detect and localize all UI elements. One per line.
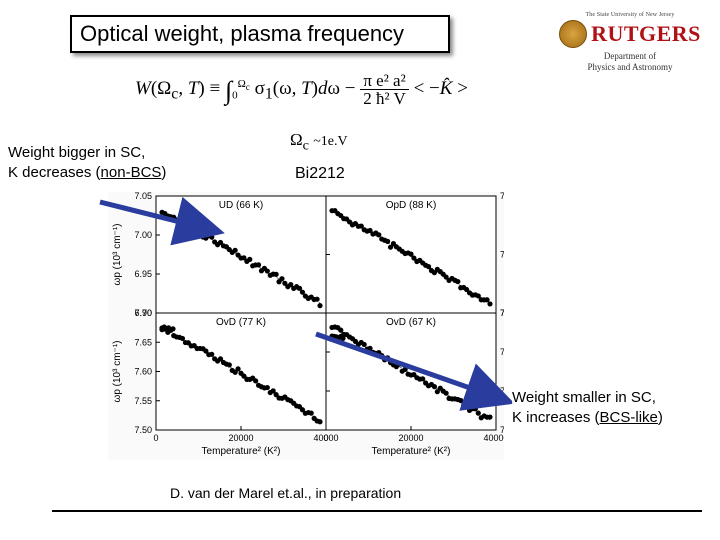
svg-text:7.60: 7.60 [500, 386, 504, 396]
svg-text:7.70: 7.70 [134, 308, 152, 318]
svg-text:ωp (10³ cm⁻¹): ωp (10³ cm⁻¹) [112, 341, 123, 403]
svg-text:20000: 20000 [398, 433, 423, 443]
svg-text:7.70: 7.70 [500, 308, 504, 318]
annotation-non-bcs-underline: non-BCS [101, 164, 162, 181]
footer-rule [52, 510, 702, 512]
chart-panel-grid: UD (66 K)6.906.957.007.05ωp (10³ cm⁻¹)Op… [108, 192, 504, 460]
material-label: Bi2212 [295, 165, 345, 183]
logo-dept-l1: Department of [604, 51, 656, 61]
svg-text:OpD (88 K): OpD (88 K) [386, 200, 437, 211]
svg-text:7.55: 7.55 [134, 396, 152, 406]
university-seal-icon [559, 20, 587, 48]
svg-text:6.95: 6.95 [134, 269, 152, 279]
svg-text:Temperature² (K²): Temperature² (K²) [202, 446, 281, 457]
logo-subtitle: The State University of New Jersey [550, 12, 710, 18]
svg-text:40000: 40000 [483, 433, 504, 443]
cutoff-annotation: Ωc ~1e.V [290, 130, 348, 154]
logo-wordmark: RUTGERS [591, 21, 701, 47]
annotation-non-bcs-l1: Weight bigger in SC, [8, 143, 166, 163]
annotation-non-bcs-l2b: ) [161, 164, 166, 181]
svg-text:7.70: 7.70 [500, 192, 504, 201]
svg-text:OvD (77 K): OvD (77 K) [216, 317, 266, 328]
institution-logo: The State University of New Jersey RUTGE… [550, 12, 710, 73]
svg-text:ωp (10³ cm⁻¹): ωp (10³ cm⁻¹) [112, 224, 123, 286]
integral-formula: W(Ωc, T) ≡ ∫0Ωc σ1(ω, T)dω − π e² a²2 ħ²… [135, 72, 468, 107]
svg-text:7.65: 7.65 [134, 337, 152, 347]
svg-text:Temperature² (K²): Temperature² (K²) [372, 446, 451, 457]
logo-dept-l2: Physics and Astronomy [587, 62, 672, 72]
cutoff-value: ~1e.V [313, 134, 347, 149]
svg-text:0: 0 [153, 433, 158, 443]
citation: D. van der Marel et.al., in preparation [170, 485, 401, 501]
slide-title: Optical weight, plasma frequency [70, 15, 450, 53]
annotation-bcs-like-underline: BCS-like [600, 409, 658, 426]
svg-text:20000: 20000 [228, 433, 253, 443]
annotation-bcs-like-l2a: K increases ( [512, 409, 600, 426]
svg-text:OvD (67 K): OvD (67 K) [386, 317, 436, 328]
annotation-bcs-like-l2b: ) [658, 409, 663, 426]
annotation-bcs-like: Weight smaller in SC, K increases (BCS-l… [512, 388, 712, 429]
svg-text:7.65: 7.65 [500, 347, 504, 357]
svg-text:UD (66 K): UD (66 K) [219, 200, 263, 211]
svg-text:7.05: 7.05 [134, 192, 152, 201]
chart-svg: UD (66 K)6.906.957.007.05ωp (10³ cm⁻¹)Op… [108, 192, 504, 460]
svg-text:7.65: 7.65 [500, 250, 504, 260]
logo-department: Department of Physics and Astronomy [550, 51, 710, 73]
svg-text:7.00: 7.00 [134, 230, 152, 240]
annotation-bcs-like-l1: Weight smaller in SC, [512, 388, 712, 408]
svg-text:7.60: 7.60 [134, 367, 152, 377]
annotation-non-bcs-l2a: K decreases ( [8, 164, 101, 181]
svg-text:7.50: 7.50 [134, 425, 152, 435]
annotation-non-bcs: Weight bigger in SC, K decreases (non-BC… [8, 143, 166, 184]
svg-text:0: 0 [323, 433, 328, 443]
